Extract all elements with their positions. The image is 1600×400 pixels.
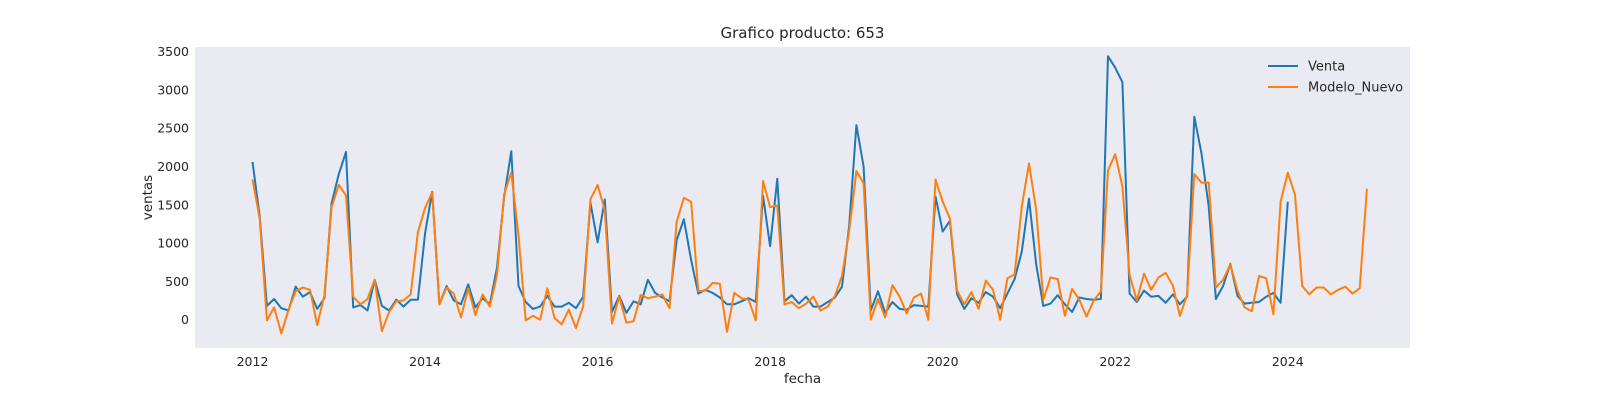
legend: Venta Modelo_Nuevo (1268, 60, 1403, 96)
y-tick-label: 3000 (157, 82, 189, 97)
x-tick-label: 2020 (927, 354, 959, 369)
y-tick-label: 2000 (157, 159, 189, 174)
x-tick-label: 2018 (754, 354, 786, 369)
legend-label: Venta (1308, 60, 1345, 75)
series-line-modelo-nuevo (251, 153, 1368, 335)
chart-title: Grafico producto: 653 (721, 24, 885, 42)
y-tick-label: 3500 (157, 44, 189, 59)
legend-label: Modelo_Nuevo (1308, 81, 1403, 96)
x-tick-label: 2024 (1272, 354, 1304, 369)
x-axis-ticks: 2012 2014 2016 2018 2020 2022 2024 (237, 354, 1304, 369)
y-tick-label: 0 (181, 312, 189, 327)
y-axis-label: ventas (140, 175, 156, 220)
x-tick-label: 2014 (409, 354, 441, 369)
y-tick-label: 1000 (157, 236, 189, 251)
y-axis-ticks: 0 500 1000 1500 2000 2500 3000 3500 (157, 44, 189, 327)
series-layer (251, 55, 1368, 335)
y-tick-label: 500 (165, 274, 189, 289)
x-tick-label: 2012 (237, 354, 269, 369)
x-axis-label: fecha (784, 371, 821, 387)
y-tick-label: 2500 (157, 121, 189, 136)
series-line-venta (251, 55, 1289, 314)
x-tick-label: 2022 (1099, 354, 1131, 369)
y-tick-label: 1500 (157, 197, 189, 212)
x-tick-label: 2016 (582, 354, 614, 369)
